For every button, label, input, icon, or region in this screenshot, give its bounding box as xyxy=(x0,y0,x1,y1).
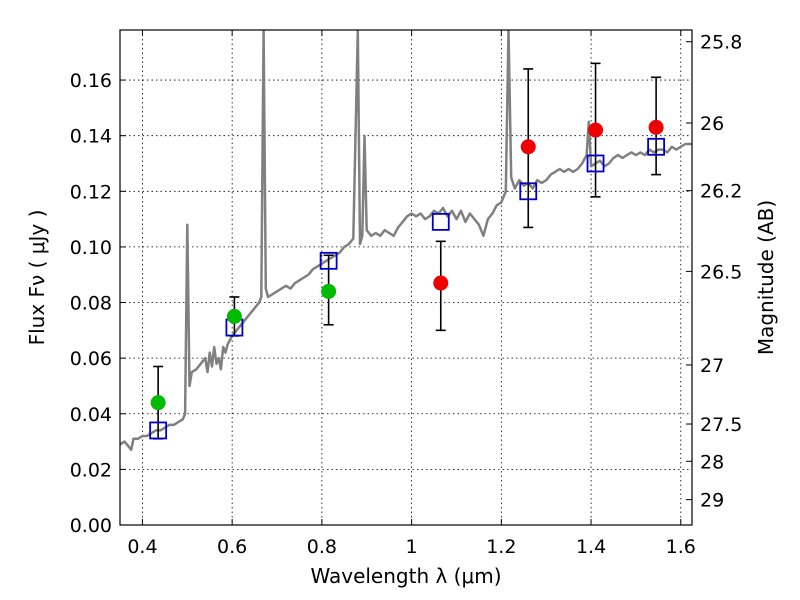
y-right-tick-label: 29 xyxy=(700,490,724,512)
model-square xyxy=(586,154,605,173)
y-tick-label: 0.16 xyxy=(70,70,112,92)
y-axis-right-title: Magnitude (AB) xyxy=(754,200,778,355)
y-right-tick-label: 25.8 xyxy=(700,32,742,54)
green-point xyxy=(321,283,337,299)
y-tick-label: 0.14 xyxy=(70,126,112,148)
y-right-tick-label: 28 xyxy=(700,451,724,473)
plot-frame xyxy=(119,29,693,526)
y-right-tick-label: 26.5 xyxy=(700,261,742,283)
x-tick-label: 1.2 xyxy=(486,536,516,558)
model-square xyxy=(431,212,450,231)
y-tick-label: 0.12 xyxy=(70,181,112,203)
y-right-tick-label: 26 xyxy=(700,113,724,135)
x-axis-title: Wavelength λ (μm) xyxy=(310,564,501,588)
observed-points xyxy=(150,119,664,411)
x-tick-label: 1 xyxy=(406,536,418,558)
x-tick-label: 0.4 xyxy=(127,536,157,558)
y-tick-label: 0.10 xyxy=(70,237,112,259)
x-tick-label: 0.6 xyxy=(217,536,247,558)
spectrum-line xyxy=(120,30,692,452)
y-tick-label: 0.02 xyxy=(70,459,112,481)
tick-labels: 0.4 0.6 0.8 1 1.2 1.4 1.6 0.00 0.02 0.04 0.06 0.08 0… xyxy=(70,32,743,558)
green-point xyxy=(150,395,166,411)
ticks xyxy=(120,30,692,526)
x-tick-label: 1.6 xyxy=(666,536,696,558)
model-square xyxy=(319,251,338,270)
y-tick-label: 0.00 xyxy=(70,515,112,537)
y-right-tick-label: 27 xyxy=(700,355,724,377)
x-tick-label: 1.4 xyxy=(576,536,606,558)
y-tick-label: 0.06 xyxy=(70,348,112,370)
red-point xyxy=(520,139,536,155)
spectrum-series xyxy=(120,30,692,452)
green-point xyxy=(226,308,242,324)
model-square xyxy=(149,421,168,440)
red-point xyxy=(588,122,604,138)
errorbars xyxy=(153,62,662,440)
model-square xyxy=(647,137,666,156)
y-axis-title: Flux Fν ( μJy ) xyxy=(25,210,49,346)
y-right-tick-label: 27.5 xyxy=(700,414,742,436)
grid xyxy=(120,30,692,525)
model-square xyxy=(519,182,538,201)
red-point xyxy=(433,275,449,291)
y-tick-label: 0.08 xyxy=(70,293,112,315)
y-tick-label: 0.04 xyxy=(70,404,112,426)
x-tick-label: 0.8 xyxy=(307,536,337,558)
red-point xyxy=(648,119,664,135)
model-points xyxy=(149,137,666,440)
y-right-tick-label: 26.2 xyxy=(700,181,742,203)
